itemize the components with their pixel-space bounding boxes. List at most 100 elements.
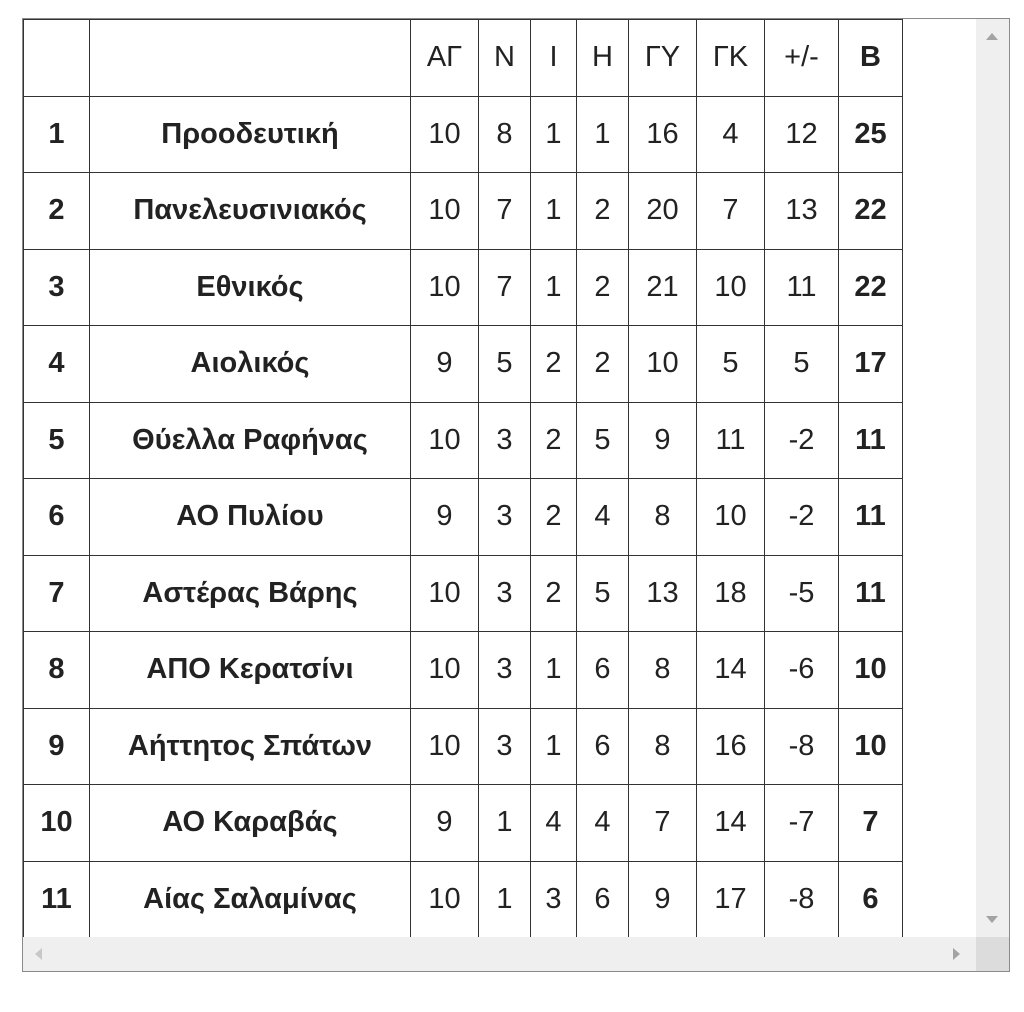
cell-goal-difference: 13 — [764, 172, 839, 250]
cell-wins: 8 — [478, 95, 531, 173]
header-draws: Ι — [530, 19, 577, 97]
cell-team: Εθνικός — [89, 248, 411, 326]
cell-played: 10 — [410, 172, 479, 250]
header-position — [23, 19, 90, 97]
cell-losses: 6 — [576, 860, 629, 938]
cell-wins: 3 — [478, 478, 531, 556]
cell-points: 11 — [838, 554, 903, 632]
header-goals-against: ΓΚ — [696, 19, 765, 97]
table-row: 2 Πανελευσινιακός 10 7 1 2 20 7 13 22 — [23, 172, 903, 250]
cell-points: 6 — [838, 860, 903, 938]
cell-position: 6 — [23, 478, 90, 556]
header-goals-for: ΓΥ — [628, 19, 697, 97]
cell-goals-for: 7 — [628, 784, 697, 862]
cell-team: Πανελευσινιακός — [89, 172, 411, 250]
cell-team: Αίας Σαλαμίνας — [89, 860, 411, 938]
cell-goals-against: 18 — [696, 554, 765, 632]
cell-team: ΑΠΟ Κερατσίνι — [89, 631, 411, 709]
cell-wins: 7 — [478, 172, 531, 250]
scroll-left-arrow-icon[interactable] — [35, 948, 42, 960]
vertical-scrollbar[interactable] — [976, 19, 1009, 937]
cell-goal-difference: -6 — [764, 631, 839, 709]
cell-draws: 1 — [530, 95, 577, 173]
cell-goals-for: 8 — [628, 707, 697, 785]
cell-losses: 4 — [576, 478, 629, 556]
table-row: 3 Εθνικός 10 7 1 2 21 10 11 22 — [23, 248, 903, 326]
cell-goals-for: 9 — [628, 401, 697, 479]
table-row: 5 Θύελλα Ραφήνας 10 3 2 5 9 11 -2 11 — [23, 401, 903, 479]
cell-goals-for: 8 — [628, 631, 697, 709]
cell-wins: 1 — [478, 860, 531, 938]
cell-position: 4 — [23, 325, 90, 403]
cell-wins: 3 — [478, 707, 531, 785]
cell-position: 3 — [23, 248, 90, 326]
cell-played: 10 — [410, 401, 479, 479]
header-losses: Η — [576, 19, 629, 97]
cell-goal-difference: 12 — [764, 95, 839, 173]
cell-draws: 2 — [530, 478, 577, 556]
cell-wins: 5 — [478, 325, 531, 403]
cell-draws: 3 — [530, 860, 577, 938]
cell-goals-for: 8 — [628, 478, 697, 556]
cell-points: 11 — [838, 478, 903, 556]
cell-goal-difference: -8 — [764, 860, 839, 938]
cell-position: 7 — [23, 554, 90, 632]
cell-losses: 5 — [576, 401, 629, 479]
table-row: 10 ΑΟ Καραβάς 9 1 4 4 7 14 -7 7 — [23, 784, 903, 862]
cell-played: 9 — [410, 784, 479, 862]
cell-goals-against: 10 — [696, 478, 765, 556]
cell-played: 10 — [410, 248, 479, 326]
scroll-up-arrow-icon[interactable] — [986, 33, 998, 40]
cell-team: Θύελλα Ραφήνας — [89, 401, 411, 479]
cell-points: 11 — [838, 401, 903, 479]
cell-goals-for: 9 — [628, 860, 697, 938]
cell-draws: 4 — [530, 784, 577, 862]
cell-position: 9 — [23, 707, 90, 785]
cell-points: 25 — [838, 95, 903, 173]
cell-goals-for: 10 — [628, 325, 697, 403]
scroll-down-arrow-icon[interactable] — [986, 916, 998, 923]
cell-points: 17 — [838, 325, 903, 403]
table-row: 6 ΑΟ Πυλίου 9 3 2 4 8 10 -2 11 — [23, 478, 903, 556]
cell-played: 9 — [410, 478, 479, 556]
table-row: 9 Αήττητος Σπάτων 10 3 1 6 8 16 -8 10 — [23, 707, 903, 785]
horizontal-scrollbar[interactable] — [23, 937, 976, 971]
cell-played: 10 — [410, 631, 479, 709]
scroll-right-arrow-icon[interactable] — [953, 948, 960, 960]
cell-points: 7 — [838, 784, 903, 862]
cell-losses: 2 — [576, 325, 629, 403]
cell-goal-difference: 5 — [764, 325, 839, 403]
cell-draws: 1 — [530, 172, 577, 250]
cell-draws: 1 — [530, 248, 577, 326]
standings-table: ΑΓ Ν Ι Η ΓΥ ΓΚ +/- Β 1 Προοδευτική 10 8 1 1 16 4 12 25 2 Π… — [23, 19, 903, 938]
cell-draws: 1 — [530, 631, 577, 709]
cell-goals-for: 13 — [628, 554, 697, 632]
cell-goals-against: 4 — [696, 95, 765, 173]
cell-wins: 3 — [478, 401, 531, 479]
cell-position: 10 — [23, 784, 90, 862]
cell-goals-against: 10 — [696, 248, 765, 326]
cell-wins: 7 — [478, 248, 531, 326]
cell-goals-for: 16 — [628, 95, 697, 173]
cell-goal-difference: -2 — [764, 478, 839, 556]
cell-points: 10 — [838, 707, 903, 785]
cell-goal-difference: -8 — [764, 707, 839, 785]
cell-points: 22 — [838, 172, 903, 250]
cell-losses: 1 — [576, 95, 629, 173]
cell-draws: 2 — [530, 325, 577, 403]
header-wins: Ν — [478, 19, 531, 97]
cell-goals-against: 14 — [696, 784, 765, 862]
cell-points: 22 — [838, 248, 903, 326]
cell-played: 10 — [410, 860, 479, 938]
cell-position: 5 — [23, 401, 90, 479]
header-played: ΑΓ — [410, 19, 479, 97]
cell-losses: 6 — [576, 707, 629, 785]
table-row: 4 Αιολικός 9 5 2 2 10 5 5 17 — [23, 325, 903, 403]
table-row: 8 ΑΠΟ Κερατσίνι 10 3 1 6 8 14 -6 10 — [23, 631, 903, 709]
cell-goal-difference: -2 — [764, 401, 839, 479]
cell-position: 2 — [23, 172, 90, 250]
cell-played: 9 — [410, 325, 479, 403]
cell-goals-for: 20 — [628, 172, 697, 250]
cell-goals-against: 17 — [696, 860, 765, 938]
cell-draws: 2 — [530, 401, 577, 479]
